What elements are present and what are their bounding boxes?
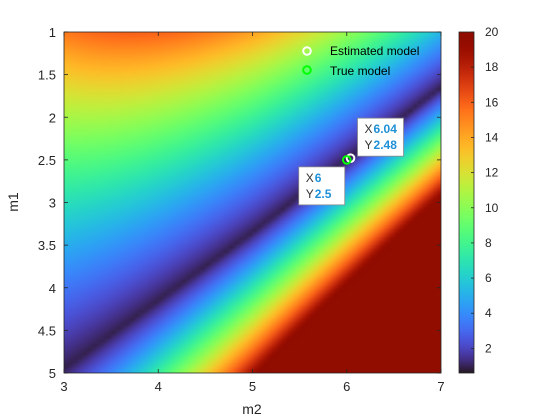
colorbar-tick-label: 18	[485, 60, 499, 74]
colorbar-tick-label: 16	[485, 95, 499, 109]
y-tick-label: 5	[49, 366, 56, 381]
legend-marker-estimated	[302, 46, 312, 56]
datatip[interactable]: X 6.04Y 2.48	[357, 117, 404, 157]
colorbar-tick-label: 8	[485, 236, 492, 250]
colorbar-ticks: 2 4 6 8 10 12 14 16 18 20	[471, 25, 499, 355]
datatip-x-key: X	[306, 171, 314, 185]
y-tick-label: 2.5	[38, 153, 56, 168]
colorbar-tick-label: 6	[485, 271, 492, 285]
legend-marker-true	[302, 65, 312, 75]
datatip-x-value: 6.04	[374, 122, 398, 136]
legend: Estimated model True model	[302, 44, 419, 78]
datatip-box	[298, 166, 346, 206]
colorbar-gradient	[459, 32, 474, 373]
y-tick-label: 4	[49, 281, 56, 296]
datatip-y-key: Y	[306, 187, 314, 201]
x-axis: 3 4 5 6 7	[60, 32, 445, 394]
legend-label-true: True model	[330, 64, 390, 78]
colorbar: 2 4 6 8 10 12 14 16 18 20	[458, 25, 499, 374]
plot-area	[63, 31, 442, 374]
x-tick-label: 4	[155, 379, 162, 394]
datatip-y-value: 2.48	[374, 138, 398, 152]
colorbar-tick-label: 14	[485, 130, 499, 144]
colorbar-tick-label: 4	[485, 306, 492, 320]
datatip-x-value: 6	[315, 171, 322, 185]
y-tick-label: 4.5	[38, 323, 56, 338]
x-tick-label: 3	[60, 379, 67, 394]
legend-label-estimated: Estimated model	[330, 44, 419, 58]
colorbar-tick-label: 10	[485, 201, 499, 215]
colorbar-tick-label: 20	[485, 25, 499, 39]
y-tick-label: 1	[49, 25, 56, 40]
heatmap-surface	[64, 32, 441, 373]
x-tick-label: 7	[437, 379, 444, 394]
datatip-y-key: Y	[365, 138, 373, 152]
datatip-y-value: 2.5	[315, 187, 332, 201]
y-tick-label: 3	[49, 196, 56, 211]
model-marker[interactable]	[341, 155, 352, 165]
y-axis: 1 1.5 2 2.5 3 3.5 4 4.5 5	[38, 25, 441, 381]
datatip[interactable]: X 6Y 2.5	[298, 166, 346, 206]
x-tick-label: 5	[249, 379, 256, 394]
model-markers	[341, 153, 356, 165]
y-tick-label: 3.5	[38, 238, 56, 253]
x-axis-label: m2	[242, 401, 262, 417]
y-axis-label: m1	[5, 192, 21, 212]
colorbar-frame	[458, 31, 475, 374]
colorbar-tick-label: 12	[485, 166, 499, 180]
colorbar-tick-label: 2	[485, 341, 492, 355]
x-tick-label: 6	[343, 379, 350, 394]
y-tick-label: 1.5	[38, 68, 56, 83]
y-tick-label: 2	[49, 110, 56, 125]
datatip-box	[357, 117, 404, 157]
data-tips: X 6.04Y 2.48X 6Y 2.5	[298, 117, 404, 206]
datatip-x-key: X	[365, 122, 373, 136]
